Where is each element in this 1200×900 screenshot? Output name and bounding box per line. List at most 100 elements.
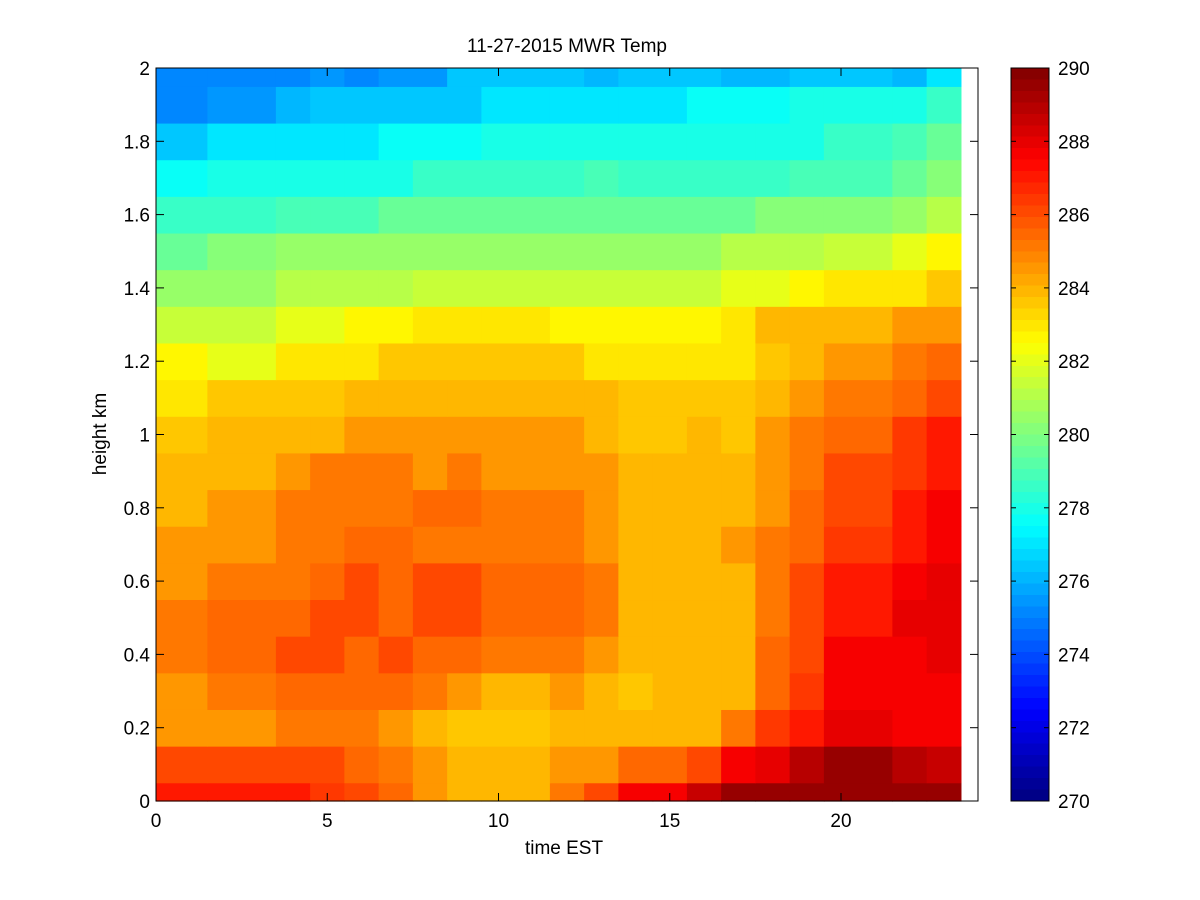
heatmap-cell	[823, 68, 893, 87]
heatmap-cell	[156, 86, 208, 124]
heatmap-cell	[823, 159, 893, 197]
heatmap-cell	[686, 122, 722, 161]
heatmap-cell	[275, 159, 311, 197]
heatmap-cell	[892, 159, 928, 197]
heatmap-cell	[344, 489, 380, 527]
colorbar: 270 272 274 276 278 280 282 284 286 288 290	[1010, 59, 1090, 813]
heatmap-cell	[412, 306, 448, 344]
heatmap-cell	[686, 86, 722, 124]
heatmap-cell	[378, 306, 414, 344]
heatmap-cell	[412, 159, 448, 197]
heatmap-cell	[310, 269, 345, 307]
heatmap-cell	[892, 746, 928, 784]
heatmap-cell	[892, 68, 928, 87]
heatmap-cell	[412, 379, 448, 417]
heatmap-cell	[156, 746, 208, 784]
heatmap-cell	[926, 159, 962, 197]
heatmap-cell	[275, 416, 311, 454]
x-tick-label: 20	[830, 811, 851, 832]
heatmap-cell	[275, 196, 311, 234]
heatmap-cell	[823, 122, 893, 161]
heatmap-cell	[755, 599, 791, 637]
heatmap-cell	[156, 306, 208, 344]
heatmap-cell	[310, 672, 345, 710]
heatmap-cell	[755, 416, 791, 454]
heatmap-cell	[892, 342, 928, 381]
heatmap-cell	[481, 306, 551, 344]
heatmap-cell	[618, 342, 654, 381]
heatmap-cell	[412, 452, 448, 491]
heatmap-cell	[412, 746, 448, 784]
heatmap-cell	[378, 342, 414, 381]
heatmap-cell	[721, 489, 756, 527]
heatmap-cell	[652, 306, 688, 344]
heatmap-cell	[789, 232, 825, 271]
x-tick-label: 15	[659, 811, 680, 832]
heatmap-cell	[686, 672, 722, 710]
heatmap-cell	[310, 746, 345, 784]
heatmap-cell	[584, 68, 619, 87]
heatmap-cell	[652, 782, 688, 802]
heatmap-cell	[584, 122, 619, 161]
heatmap-cell	[789, 452, 825, 491]
colorbar-tick-label: 288	[1058, 132, 1090, 153]
heatmap-cell	[584, 86, 619, 124]
heatmap-cell	[721, 636, 756, 674]
heatmap-cell	[721, 672, 756, 710]
heatmap-cell	[344, 672, 380, 710]
heatmap-cell	[721, 562, 756, 601]
heatmap-cell	[275, 636, 311, 674]
heatmap-cell	[412, 86, 448, 124]
heatmap-cell	[892, 782, 928, 802]
heatmap-cell	[275, 122, 311, 161]
heatmap-cell	[823, 526, 893, 564]
heatmap-cell	[652, 86, 688, 124]
heatmap-cell	[652, 746, 688, 784]
heatmap-cell	[412, 269, 448, 307]
heatmap-cell	[755, 122, 791, 161]
heatmap-cell	[412, 672, 448, 710]
heatmap-cell	[207, 562, 277, 601]
heatmap-cell	[156, 636, 208, 674]
heatmap-cell	[652, 196, 688, 234]
colorbar-tick-label: 272	[1058, 719, 1090, 740]
heatmap-cell	[275, 379, 311, 417]
heatmap-cell	[584, 306, 619, 344]
heatmap-cell	[892, 452, 928, 491]
heatmap-cell	[789, 562, 825, 601]
heatmap-cell	[310, 636, 345, 674]
heatmap-cell	[652, 562, 688, 601]
x-tick-label: 5	[322, 811, 333, 832]
heatmap-cell	[275, 306, 311, 344]
heatmap-cell	[721, 526, 756, 564]
heatmap-cell	[892, 86, 928, 124]
heatmap-cell	[344, 416, 380, 454]
heatmap-cell	[721, 782, 756, 802]
heatmap-cell	[344, 709, 380, 747]
heatmap-cell	[156, 342, 208, 381]
heatmap-cell	[584, 489, 619, 527]
colorbar-tick-label: 286	[1058, 206, 1090, 227]
heatmap-cell	[686, 599, 722, 637]
heatmap-cell	[721, 416, 756, 454]
heatmap-cell	[412, 782, 448, 802]
heatmap-cell	[892, 489, 928, 527]
heatmap-cell	[156, 562, 208, 601]
heatmap-cell	[823, 746, 893, 784]
heatmap-cell	[207, 306, 277, 344]
heatmap-cell	[721, 68, 756, 87]
heatmap-cell	[926, 672, 962, 710]
heatmap-cell	[378, 599, 414, 637]
heatmap-cells	[156, 68, 962, 802]
heatmap-cell	[344, 562, 380, 601]
heatmap-cell	[892, 122, 928, 161]
heatmap-cell	[549, 782, 585, 802]
heatmap-cell	[892, 269, 928, 307]
heatmap-cell	[823, 672, 893, 710]
heatmap-cell	[549, 709, 585, 747]
x-tick-label: 0	[151, 811, 162, 832]
heatmap-cell	[755, 562, 791, 601]
heatmap-cell	[926, 86, 962, 124]
heatmap-cell	[156, 159, 208, 197]
